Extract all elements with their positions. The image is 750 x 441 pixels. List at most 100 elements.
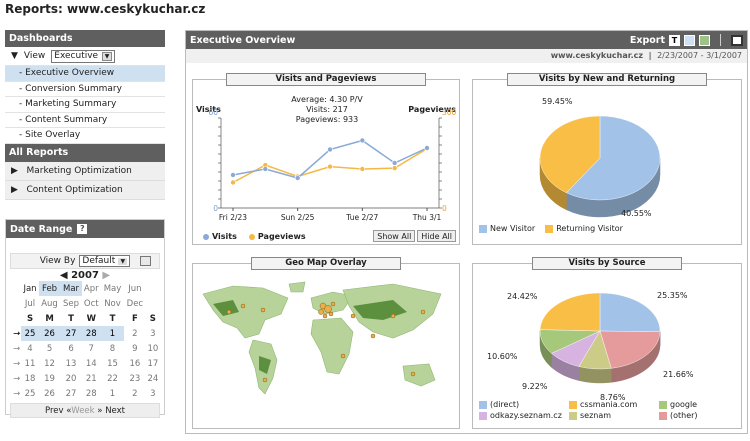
nav-site-overlay[interactable]: - Site Overlay [5,128,165,144]
new-returning-pie [539,115,661,218]
calendar-day[interactable]: 11 [24,358,36,369]
report-content-optimization[interactable]: ▶ Content Optimization [5,180,165,200]
calendar-day[interactable]: 14 [85,358,97,369]
calendar-day[interactable]: 25 [24,388,36,399]
calendar-day[interactable]: 12 [44,358,55,369]
calendar-day[interactable]: 27 [60,326,82,341]
calendar-day[interactable]: 13 [65,358,77,369]
visits-point [262,166,269,172]
month-mar[interactable]: Mar [60,281,82,296]
export-doc-icon[interactable] [684,34,695,46]
show-all-button[interactable]: Show All [373,230,416,242]
month-may[interactable]: May [103,283,122,294]
calendar-day[interactable]: 3 [150,328,156,339]
legend-label: cssmania.com [580,400,638,409]
select-week-arrow-icon[interactable]: → [13,358,21,369]
view-select[interactable]: Executive ▼ [51,49,116,63]
legend-pageviews[interactable]: Pageviews [248,232,306,241]
pct-odkazy: 9.22% [522,382,548,391]
calendar-day[interactable]: 28 [85,388,97,399]
next-year-arrow-icon[interactable]: ▶ [102,270,111,281]
direct-slice [599,292,661,333]
calendar-day[interactable]: 10 [147,343,159,354]
pageviews-axis-label: Pageviews [408,105,456,114]
nav-marketing-summary[interactable]: - Marketing Summary [5,97,165,113]
calendar-day[interactable]: 6 [68,343,74,354]
calendar-day[interactable]: 25 [21,326,39,341]
legend-cssmania: cssmania.com [569,400,659,409]
calendar-icon[interactable] [140,256,151,266]
calendar-day[interactable]: 17 [147,358,159,369]
help-icon[interactable]: ? [77,224,88,234]
collapse-triangle-icon[interactable]: ▼ [11,51,18,61]
visits-stat: Visits: 217 [306,105,348,114]
nav-executive-overview[interactable]: - Executive Overview [5,66,165,82]
visits-line [232,139,428,179]
calendar-day[interactable]: 3 [150,388,156,399]
next-week-icon[interactable]: » [97,406,103,416]
dashboards-panel: Dashboards ▼ View Executive ▼ - Executive… [5,30,165,200]
calendar-day[interactable]: 5 [46,343,53,354]
calendar-day[interactable]: 2 [132,388,138,399]
legend-visits[interactable]: Visits [203,232,237,241]
prev-year-arrow-icon[interactable]: ◀ [59,270,68,281]
month-sep[interactable]: Sep [63,298,80,309]
month-feb[interactable]: Feb [38,281,61,296]
select-week-arrow-icon[interactable]: → [13,328,21,339]
calendar-day[interactable]: 28 [81,326,101,341]
month-nov[interactable]: Nov [104,298,121,309]
calendar-day[interactable]: 26 [44,388,55,399]
calendar-day[interactable]: 26 [38,326,61,341]
calendar-day[interactable]: 23 [129,373,141,384]
calendar-day[interactable]: 1 [100,326,125,341]
month-aug[interactable]: Aug [41,298,58,309]
panel-title: Visits by New and Returning [507,73,707,86]
world-map[interactable] [193,276,459,426]
visits-point [424,145,430,151]
month-jun[interactable]: Jun [128,283,142,294]
calendar-day[interactable]: 18 [24,373,36,384]
calendar-day[interactable]: 19 [44,373,55,384]
next-link[interactable]: Next [105,406,126,416]
export-xls-icon[interactable] [699,34,710,46]
calendar-day[interactable]: 8 [109,343,116,354]
calendar-day[interactable]: 9 [132,343,138,354]
select-week-arrow-icon[interactable]: → [13,388,21,399]
prev-link[interactable]: Prev [44,406,64,416]
calendar-day[interactable]: 7 [88,343,94,354]
expand-arrow-icon: ▶ [11,165,18,176]
view-by-label: View By [39,256,76,266]
month-jan[interactable]: Jan [23,283,37,294]
report-marketing-optimization[interactable]: ▶ Marketing Optimization [5,161,165,181]
month-dec[interactable]: Dec [126,298,144,309]
summary-stats: Average: 4.30 P/V Visits: 217 Pageviews:… [277,95,377,125]
calendar-day[interactable]: 21 [85,373,97,384]
calendar-day[interactable]: 2 [132,328,138,339]
dropdown-arrow-icon: ▼ [102,51,113,61]
select-week-arrow-icon[interactable]: → [13,373,21,384]
prev-week-icon[interactable]: « [66,406,72,416]
report-label: Marketing Optimization [26,165,132,176]
calendar-day[interactable]: 27 [65,388,77,399]
nav-conversion-summary[interactable]: - Conversion Summary [5,82,165,97]
export-text-icon[interactable]: T [669,34,680,46]
legend-label: (other) [670,411,698,420]
view-row: ▼ View Executive ▼ [5,47,165,66]
pageviews-stat: Pageviews: 933 [295,115,359,124]
print-icon[interactable] [731,34,743,46]
calendar-day[interactable]: 22 [107,373,118,384]
month-oct[interactable]: Oct [83,298,99,309]
month-apr[interactable]: Apr [83,283,99,294]
calendar-day[interactable]: 20 [65,373,77,384]
hide-all-button[interactable]: Hide All [417,230,456,242]
calendar-day[interactable]: 4 [27,343,33,354]
calendar-day[interactable]: 15 [107,358,118,369]
view-by-select[interactable]: Default ▼ [79,255,131,267]
month-jul[interactable]: Jul [24,298,36,309]
nav-content-summary[interactable]: - Content Summary [5,113,165,128]
calendar-day[interactable]: 24 [147,373,159,384]
select-week-arrow-icon[interactable]: → [13,343,21,354]
visits-point [391,160,398,166]
calendar-day[interactable]: 16 [129,358,141,369]
calendar-day[interactable]: 1 [109,388,116,399]
